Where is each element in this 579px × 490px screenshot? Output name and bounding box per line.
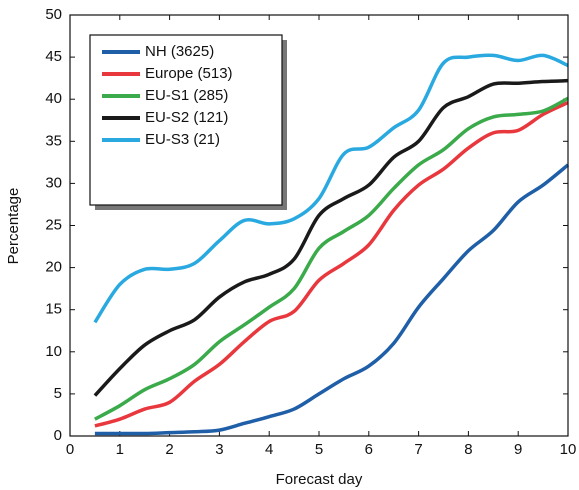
legend-label: EU-S3 (21) [145,131,220,148]
x-tick-label: 7 [414,441,422,458]
series-line [93,53,569,324]
legend-label: NH (3625) [145,43,214,60]
y-tick-label: 5 [54,385,62,402]
x-axis-label: Forecast day [276,471,363,488]
x-tick-label: 1 [116,441,124,458]
y-axis-label: Percentage [5,188,22,265]
y-tick-label: 20 [45,259,62,276]
y-tick-label: 10 [45,343,62,360]
x-tick-label: 3 [215,441,223,458]
y-tick-label: 30 [45,174,62,191]
series-line [93,78,569,397]
series-line [94,163,570,436]
legend-label: EU-S1 (285) [145,87,228,104]
y-tick-label: 50 [45,6,62,23]
x-tick-label: 9 [514,441,522,458]
legend-label: Europe (513) [145,65,233,82]
x-tick-label: 8 [464,441,472,458]
x-tick-label: 4 [265,441,273,458]
x-tick-label: 10 [560,441,577,458]
x-tick-label: 6 [365,441,373,458]
x-tick-label: 2 [165,441,173,458]
y-tick-label: 15 [45,301,62,318]
x-tick-label: 5 [315,441,323,458]
series-line [94,100,569,428]
y-tick-label: 25 [45,216,62,233]
series-line [94,96,569,421]
y-tick-label: 0 [54,427,62,444]
y-tick-label: 45 [45,48,62,65]
legend-label: EU-S2 (121) [145,109,228,126]
x-tick-label: 0 [66,441,74,458]
y-tick-label: 40 [45,90,62,107]
y-tick-label: 35 [45,132,62,149]
plot-frame [69,14,569,437]
